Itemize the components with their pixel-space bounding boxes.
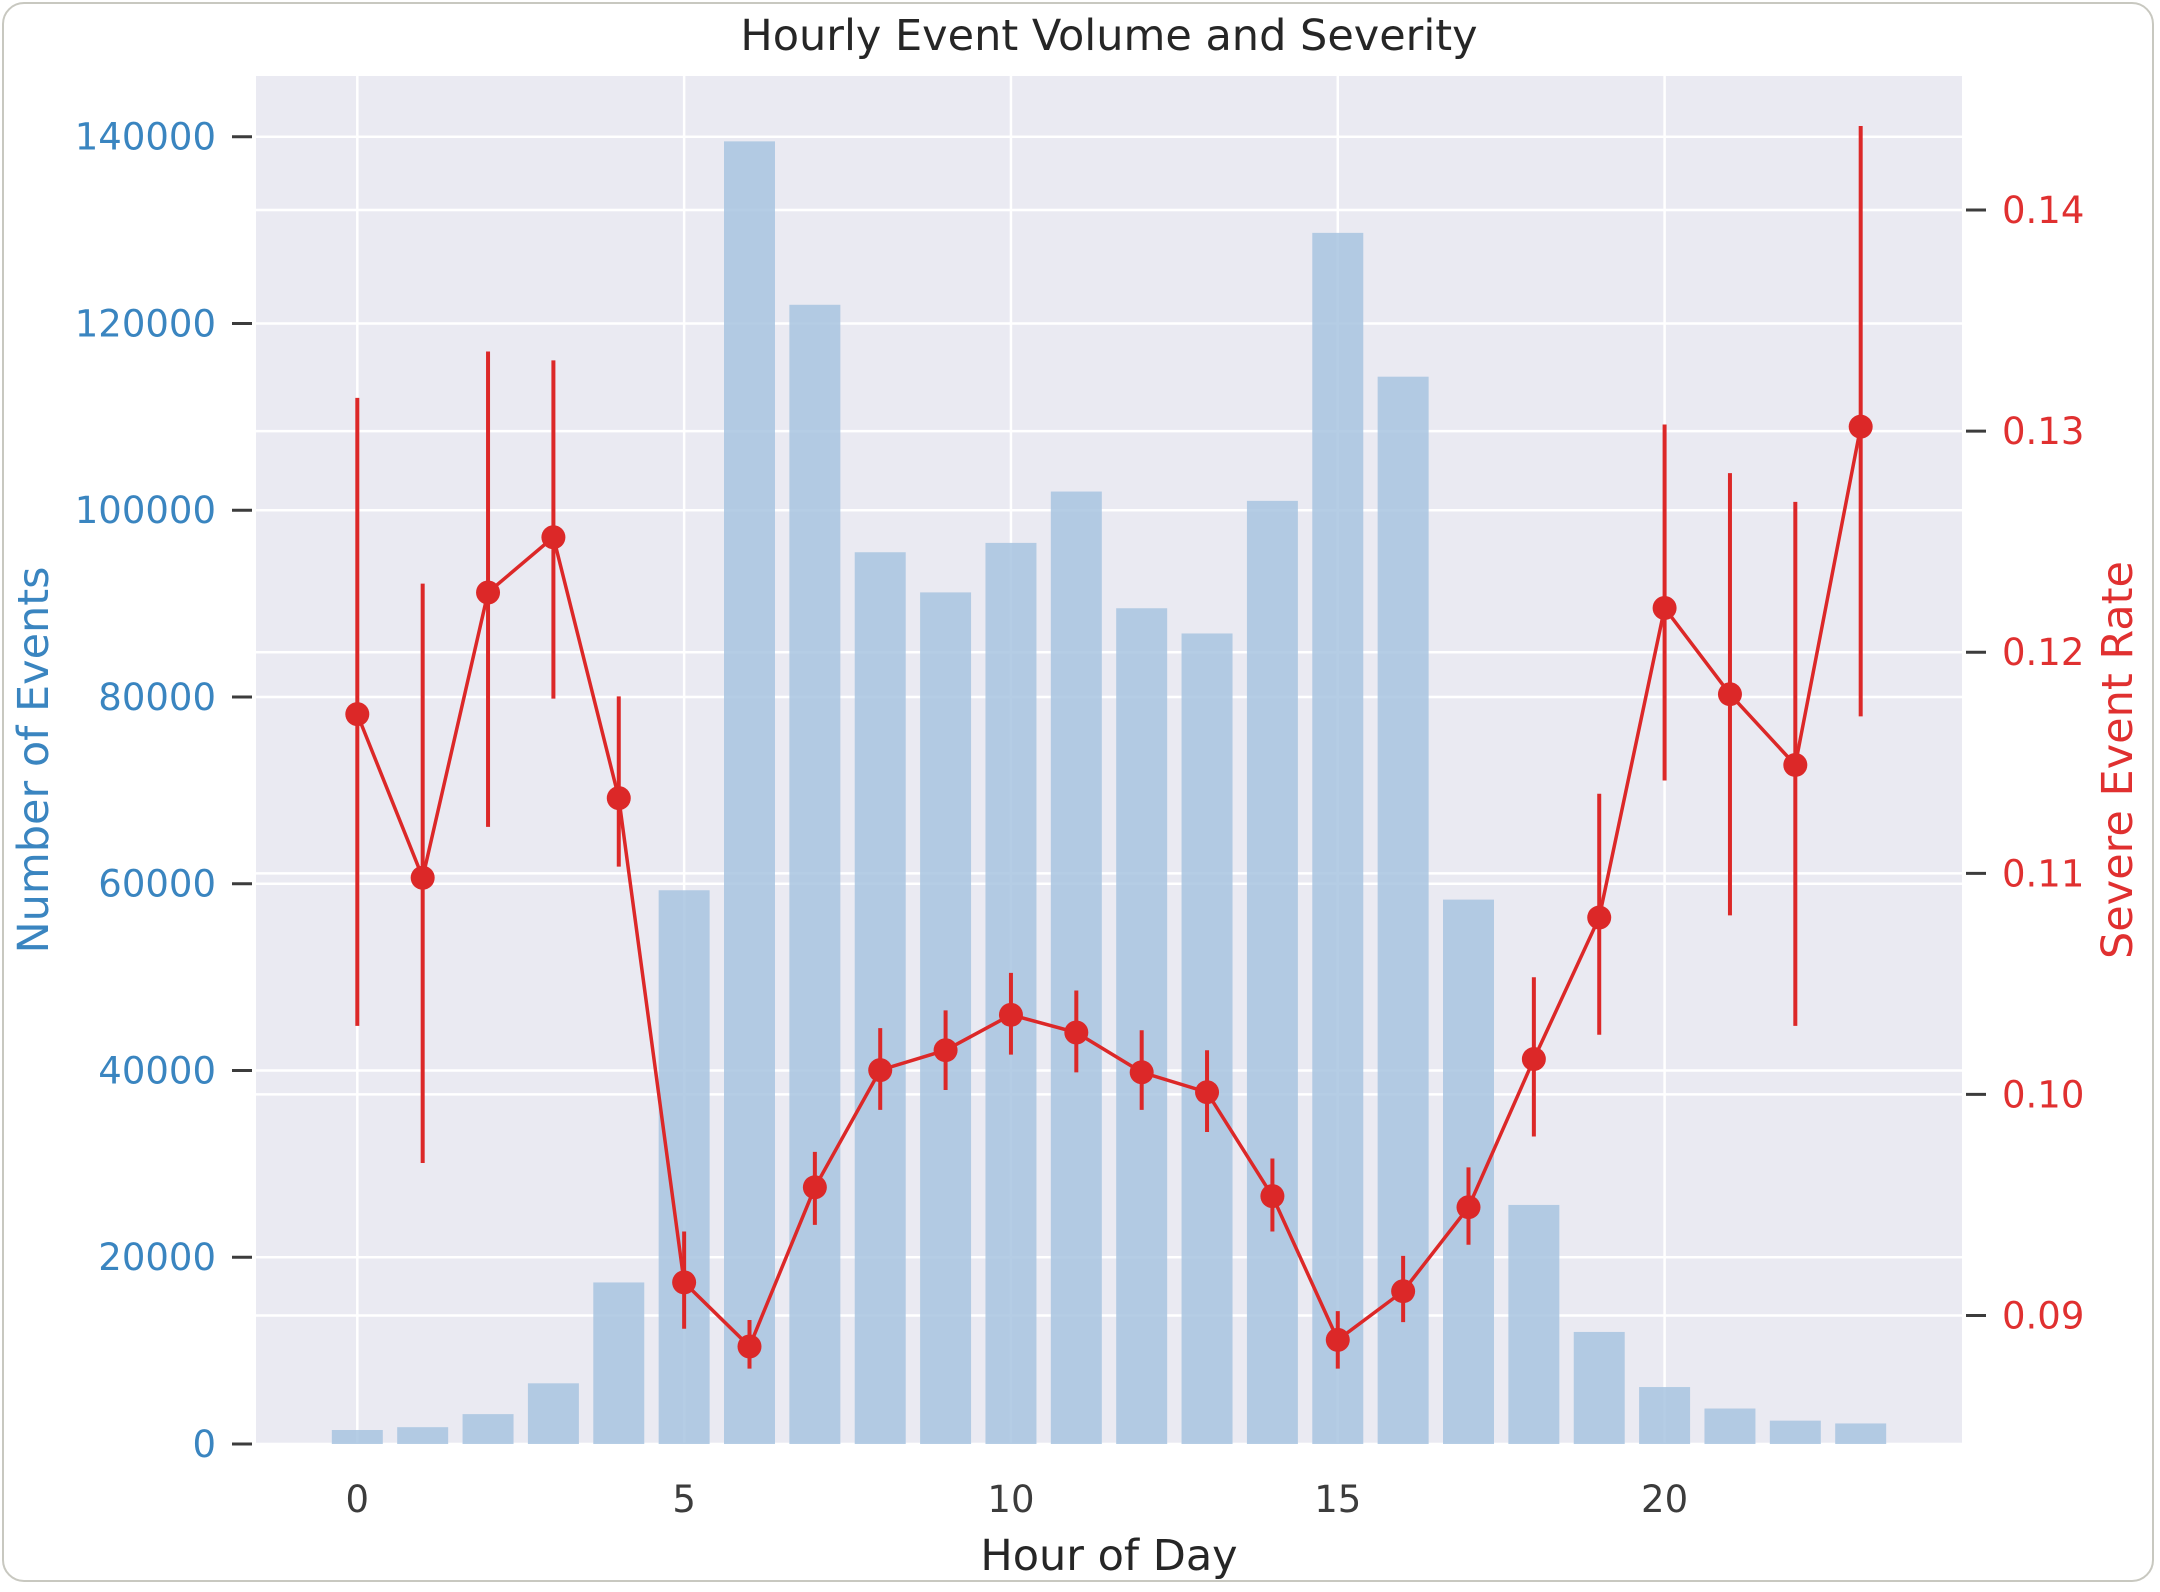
y-left-tick-label: 80000	[98, 676, 216, 719]
y-left-tick-label: 40000	[98, 1049, 216, 1092]
x-tick-label: 15	[1314, 1478, 1361, 1521]
y-axis-left-label: Number of Events	[9, 566, 59, 953]
bar	[1769, 1420, 1821, 1444]
bar	[527, 1383, 579, 1444]
bar	[397, 1427, 449, 1444]
bar	[331, 1429, 383, 1444]
bar	[1704, 1408, 1756, 1444]
rate-point	[1652, 595, 1677, 620]
bar	[1573, 1331, 1625, 1444]
bar	[1312, 232, 1364, 1444]
rate-point	[868, 1058, 893, 1083]
rate-point	[1325, 1327, 1350, 1352]
rate-point	[802, 1175, 827, 1200]
bar	[462, 1414, 514, 1444]
bar	[724, 141, 775, 1444]
rate-point	[541, 525, 566, 550]
bar	[1835, 1423, 1887, 1444]
y-right-tick-label: 0.10	[2002, 1073, 2084, 1116]
rate-point	[345, 702, 370, 727]
rate-point	[1717, 682, 1742, 707]
y-right-tick-label: 0.13	[2002, 410, 2084, 453]
rate-point	[1391, 1279, 1416, 1304]
line-series	[345, 414, 1873, 1359]
axes: 0 5 10 15 20 0 20000 40000 60000 80000 100000 12000…	[75, 116, 2085, 1521]
y-right-tick-label: 0.14	[2002, 189, 2084, 232]
y-left-tick-label: 140000	[75, 116, 216, 159]
chart-title: Hourly Event Volume and Severity	[740, 11, 1477, 61]
rate-point	[1129, 1060, 1154, 1085]
bar	[789, 304, 841, 1444]
x-tick-label: 0	[346, 1478, 370, 1521]
y-left-tick-label: 20000	[98, 1236, 216, 1279]
y-left-tick-label: 60000	[98, 863, 216, 906]
plot-background	[256, 76, 1962, 1444]
bar	[1246, 500, 1298, 1444]
x-axis-label: Hour of Day	[980, 1531, 1237, 1581]
rate-point	[1456, 1195, 1481, 1220]
rate-point	[1195, 1080, 1220, 1105]
y-axis-right-label: Severe Event Rate	[2093, 561, 2143, 959]
y-left-tick-label: 100000	[75, 489, 216, 532]
bar	[1050, 491, 1102, 1444]
rate-point	[737, 1334, 762, 1359]
bar	[1181, 633, 1233, 1444]
rate-point	[933, 1038, 958, 1063]
rate-point	[410, 865, 435, 890]
rate-point	[1064, 1020, 1089, 1045]
rate-point	[1783, 752, 1808, 777]
bar	[593, 1282, 645, 1444]
rate-line	[355, 426, 1863, 1350]
y-left-tick-label: 120000	[75, 302, 216, 345]
bar	[1639, 1387, 1691, 1444]
y-left-tick-label: 0	[192, 1423, 216, 1466]
rate-point	[998, 1002, 1023, 1027]
y-right-tick-label: 0.11	[2002, 852, 2084, 895]
x-tick-label: 10	[987, 1478, 1034, 1521]
x-tick-label: 20	[1641, 1478, 1688, 1521]
bar	[1116, 608, 1168, 1444]
bar	[854, 552, 906, 1444]
bar	[1508, 1204, 1560, 1444]
y-right-tick-label: 0.09	[2002, 1295, 2084, 1338]
rate-point	[1521, 1047, 1546, 1072]
rate-point	[1587, 905, 1612, 930]
y-right-tick-label: 0.12	[2002, 631, 2084, 674]
rate-point	[672, 1270, 697, 1295]
bar	[658, 890, 710, 1444]
rate-point	[1260, 1184, 1285, 1209]
rate-point	[1848, 414, 1873, 439]
rate-point	[476, 580, 501, 605]
rate-point	[606, 786, 631, 811]
x-tick-label: 5	[672, 1478, 696, 1521]
chart-canvas: 0 5 10 15 20 0 20000 40000 60000 80000 100000 12000…	[9, 11, 2143, 1581]
